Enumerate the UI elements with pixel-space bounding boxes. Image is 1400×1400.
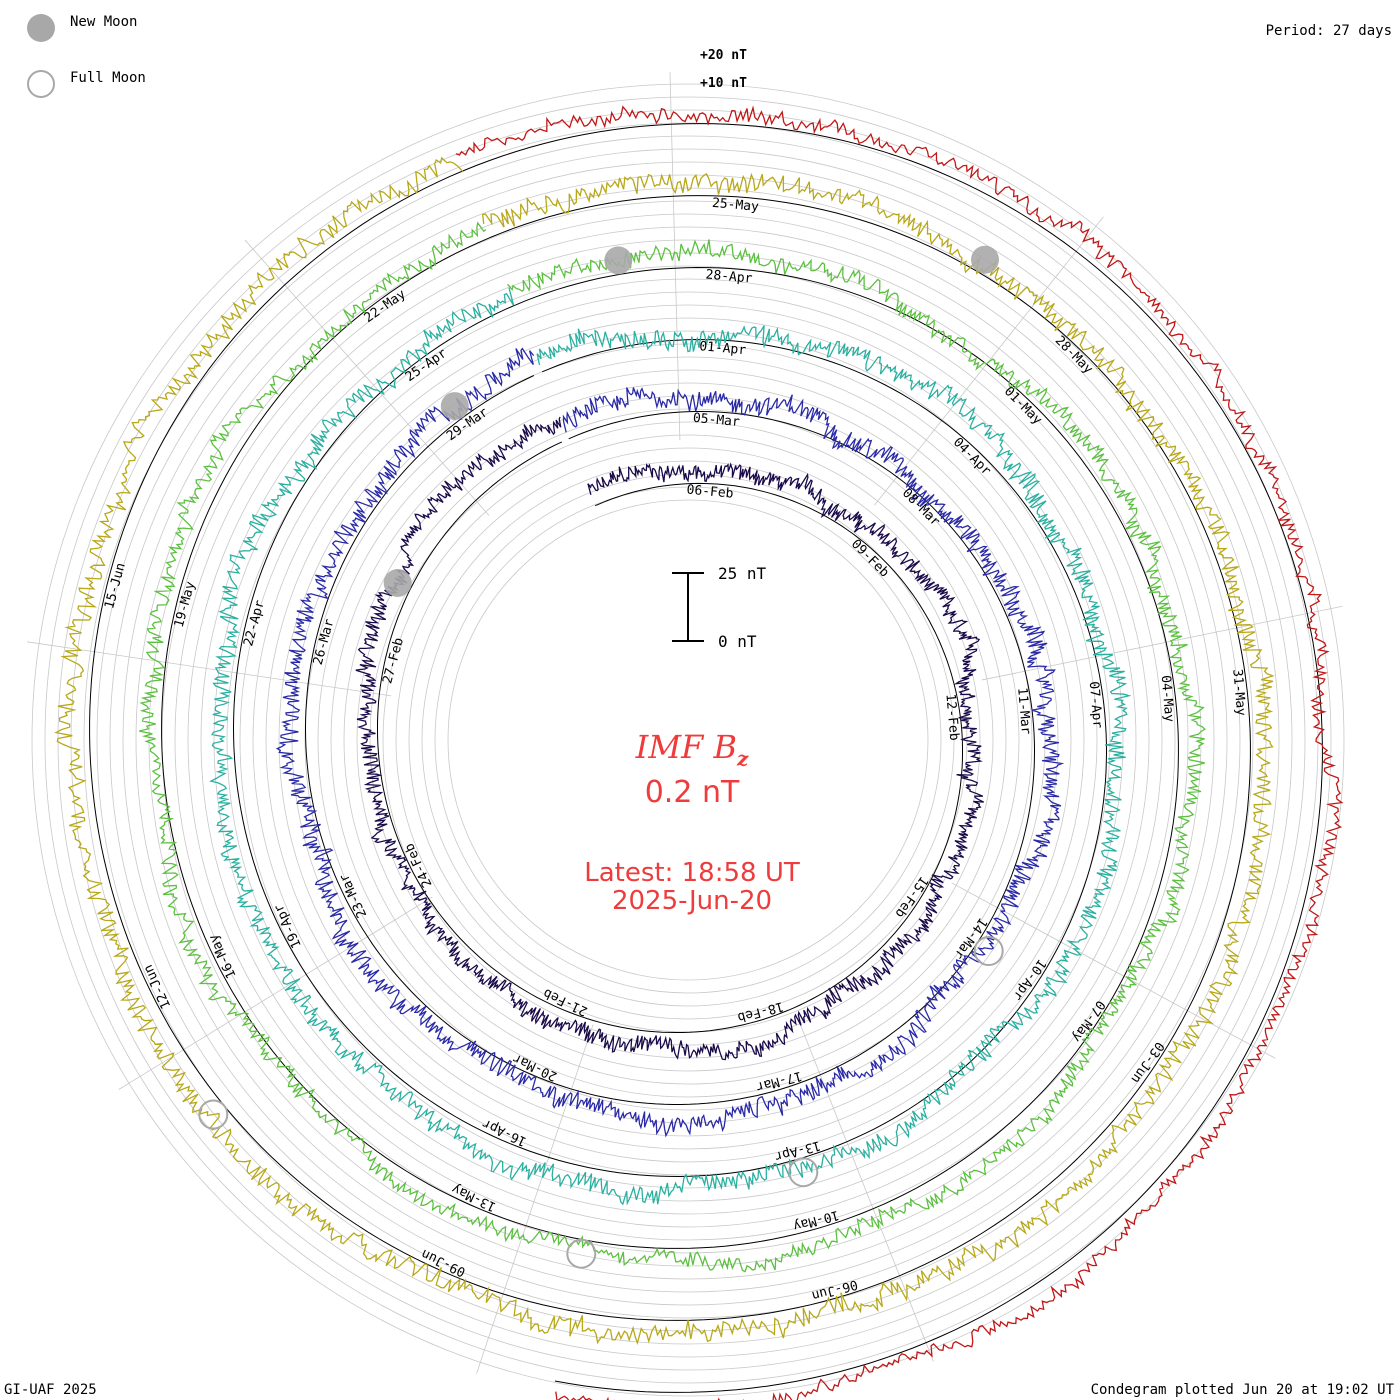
legend-full-moon-label: Full Moon <box>70 70 146 86</box>
date-label: 28-Apr <box>705 267 753 286</box>
new-moon-icon <box>27 14 55 42</box>
radial-spokes <box>27 72 1343 1374</box>
grid-ring <box>70 122 1306 1358</box>
date-label: 12-Jun <box>141 962 174 1011</box>
grid-ring <box>369 421 1007 1059</box>
spoke <box>118 896 433 1090</box>
new-moon-marker <box>383 569 412 597</box>
bz-trace-rotation-3 <box>209 287 1132 1206</box>
spoke <box>797 1018 934 1362</box>
scale-tick-plus10: +10 nT <box>700 76 747 91</box>
period-label: Period: 27 days <box>1265 23 1392 39</box>
parameter-value: 0.2 nT <box>644 775 740 810</box>
date-label: 01-Apr <box>699 339 747 358</box>
new-moon-marker <box>971 245 999 274</box>
date-label: 04-May <box>1158 675 1177 723</box>
grid-ring <box>330 382 1046 1098</box>
date-label: 11-Mar <box>1014 687 1033 735</box>
date-label: 03-Jun <box>1127 1039 1166 1086</box>
scale-bar-bottom-label: 0 nT <box>718 632 757 651</box>
date-label: 15-Jun <box>102 561 129 610</box>
date-label: 21-Feb <box>541 985 590 1019</box>
date-label: 28-May <box>1052 333 1096 377</box>
grid-ring <box>96 148 1280 1332</box>
date-label: 25-May <box>711 196 759 215</box>
grid-ring <box>382 434 994 1046</box>
full-moon-marker <box>566 1238 597 1269</box>
bz-trace-rotation-6 <box>455 105 1344 1400</box>
legend-new-moon-label: New Moon <box>70 14 138 30</box>
date-label: 19-May <box>172 580 199 629</box>
bz-trace-rotation-4 <box>139 221 1206 1273</box>
spoke <box>951 882 1276 1059</box>
date-label: 22-May <box>362 287 409 326</box>
grid-ring <box>122 174 1254 1306</box>
date-label: 22-Apr <box>241 599 268 648</box>
spoke <box>669 72 681 441</box>
grid-rings <box>31 83 1345 1397</box>
new-moon-marker <box>440 392 469 421</box>
grid-ring <box>265 317 1111 1163</box>
full-moon-marker <box>788 1157 819 1188</box>
parameter-title: IMF Bz <box>635 728 749 771</box>
footer-plot-time: Condegram plotted Jun 20 at 19:02 UT <box>1090 1382 1394 1398</box>
date-label: 31-May <box>1229 668 1248 716</box>
grid-ring <box>239 291 1137 1189</box>
baseline-rotation-1 <box>377 441 963 1033</box>
date-label: 06-Feb <box>686 483 734 502</box>
moon-phase-markers <box>198 245 1004 1269</box>
spoke <box>874 216 1104 506</box>
grid-ring <box>304 356 1072 1124</box>
new-moon-marker <box>604 246 633 275</box>
full-moon-marker <box>198 1099 229 1130</box>
grid-ring <box>343 395 1033 1085</box>
grid-ring <box>447 499 929 981</box>
grid-ring <box>200 252 1176 1228</box>
spoke <box>244 239 490 516</box>
bz-traces <box>54 105 1344 1400</box>
date-label: 12-Feb <box>942 693 961 741</box>
baseline-rotation-2 <box>304 375 1036 1105</box>
grid-ring <box>83 135 1293 1345</box>
date-label: 07-Apr <box>1086 681 1105 729</box>
baseline-rotation-5 <box>89 170 1251 1321</box>
grid-ring <box>356 408 1020 1072</box>
spoke <box>981 605 1343 681</box>
bz-trace-rotation-1 <box>355 416 984 1061</box>
grid-ring <box>278 330 1098 1150</box>
scale-bar <box>672 572 704 642</box>
spoke <box>476 1024 594 1374</box>
grid-ring <box>44 96 1332 1384</box>
grid-ring <box>226 278 1150 1202</box>
full-moon-icon <box>27 70 55 98</box>
date-label: 04-Apr <box>950 435 994 479</box>
grid-ring <box>317 369 1059 1111</box>
baseline-rotation-3 <box>232 304 1108 1178</box>
grid-ring <box>187 239 1189 1241</box>
grid-ring <box>213 265 1163 1215</box>
scale-tick-plus20: +20 nT <box>700 48 747 63</box>
date-label: 26-Mar <box>311 617 338 666</box>
date-label: 05-Mar <box>692 411 740 430</box>
grid-ring <box>31 83 1345 1397</box>
scale-bar-top-label: 25 nT <box>718 564 767 583</box>
latest-time: Latest: 18:58 UT <box>584 858 800 888</box>
date-label: 16-May <box>206 932 239 981</box>
grid-ring <box>421 473 955 1007</box>
grid-ring <box>408 460 968 1020</box>
bz-trace-rotation-2 <box>275 347 1065 1138</box>
grid-ring <box>252 304 1124 1176</box>
grid-ring <box>434 486 942 994</box>
full-moon-marker <box>973 936 1004 966</box>
footer-credit: GI-UAF 2025 <box>4 1382 97 1398</box>
latest-date: 2025-Jun-20 <box>611 886 773 916</box>
bz-trace-rotation-5 <box>54 156 1275 1346</box>
spoke <box>27 641 392 697</box>
